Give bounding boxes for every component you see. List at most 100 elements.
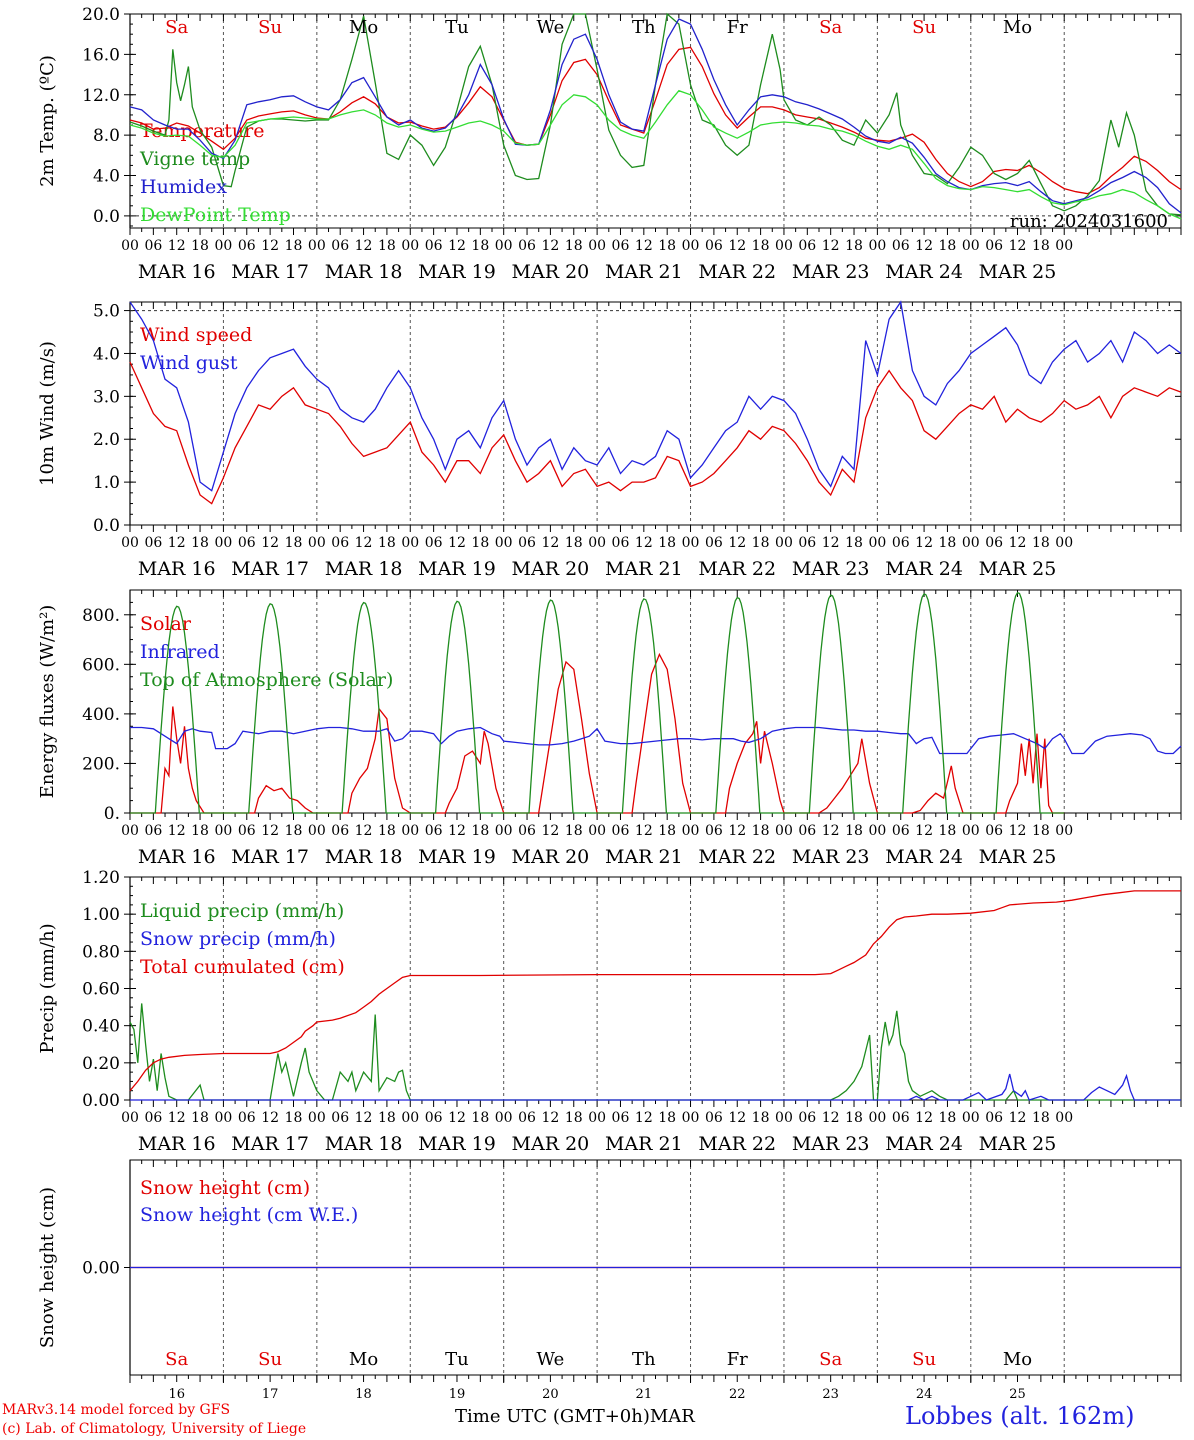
weekday-label: Sa [819,1349,842,1370]
hour-label: 18 [191,823,209,839]
hour-label: 12 [355,238,373,254]
hour-label: 18 [285,823,303,839]
hour-label: 00 [962,238,980,254]
hour-label: 00 [962,535,980,551]
date-label: MAR 19 [418,846,496,868]
hour-label: 00 [401,823,419,839]
y-tick-label: 5.0 [93,302,120,322]
hour-label: 12 [915,1110,933,1126]
y-tick-label: 0.80 [82,942,120,962]
hour-label: 12 [168,823,186,839]
time-axis-label: Time UTC (GMT+0h)MAR [455,1406,695,1427]
date-label: MAR 21 [605,261,683,283]
hour-label: 00 [868,1110,886,1126]
hour-label: 12 [822,535,840,551]
date-label: MAR 25 [979,846,1057,868]
legend-entry: DewPoint Temp [140,204,291,226]
date-label: MAR 25 [979,558,1057,580]
hour-label: 06 [892,535,910,551]
hour-label: 06 [612,238,630,254]
weekday-label: Fr [727,17,748,38]
hour-label: 18 [939,823,957,839]
hour-label: 12 [448,823,466,839]
y-tick-label: 200. [82,754,120,774]
hour-label: 12 [355,535,373,551]
hour-label: 18 [285,535,303,551]
date-label: MAR 24 [885,1133,963,1155]
date-label: MAR 17 [231,846,309,868]
hour-label: 06 [612,823,630,839]
y-axis-label: Precip (mm/h) [37,923,58,1053]
hour-label: 00 [588,238,606,254]
hour-label: 18 [845,535,863,551]
hour-label: 00 [1055,1110,1073,1126]
weekday-label: We [537,1349,565,1370]
hour-label: 18 [191,535,209,551]
hour-label: 12 [728,823,746,839]
hour-label: 18 [285,238,303,254]
hour-label: 12 [728,238,746,254]
month-label: MAR [649,1406,695,1427]
date-label: MAR 22 [698,846,776,868]
hour-label: 12 [448,535,466,551]
date-label: MAR 16 [138,846,216,868]
date-number: 21 [636,1387,653,1402]
hour-label: 00 [1055,823,1073,839]
hour-label: 12 [541,238,559,254]
weekday-label: Sa [165,1349,188,1370]
hour-label: 00 [868,535,886,551]
hour-label: 12 [355,1110,373,1126]
hour-label: 00 [588,823,606,839]
hour-label: 00 [1055,535,1073,551]
date-label: MAR 21 [605,558,683,580]
legend-entry: Wind speed [140,324,252,346]
y-tick-label: 20.0 [82,5,120,25]
date-label: MAR 20 [512,558,590,580]
y-tick-label: 1.0 [93,473,120,493]
hour-label: 12 [822,1110,840,1126]
y-tick-label: 0.0 [93,516,120,536]
hour-label: 12 [915,238,933,254]
weekday-label: Su [258,1349,282,1370]
hour-label: 00 [495,238,513,254]
hour-label: 00 [775,238,793,254]
hour-label: 12 [168,1110,186,1126]
weekday-label: Mo [349,17,378,38]
legend-entry: Solar [140,613,192,635]
hour-label: 12 [635,238,653,254]
hour-label: 18 [378,823,396,839]
hour-label: 06 [425,1110,443,1126]
hour-label: 00 [401,535,419,551]
weekday-label: Fr [727,1349,748,1370]
hour-label: 06 [798,238,816,254]
hour-label: 06 [238,1110,256,1126]
series-line-humidex [129,18,1182,214]
date-number: 20 [542,1387,559,1402]
hour-label: 06 [892,238,910,254]
hour-label: 12 [635,535,653,551]
hour-label: 12 [1009,1110,1027,1126]
weekday-label: Tu [445,1349,469,1370]
hour-label: 06 [705,1110,723,1126]
date-number: 19 [449,1387,466,1402]
weekday-label: Mo [1003,17,1032,38]
date-label: MAR 25 [979,261,1057,283]
hour-label: 00 [121,1110,139,1126]
y-tick-label: 4.0 [93,167,120,187]
hour-label: 18 [191,238,209,254]
weekday-label: Th [632,17,656,38]
weekday-label: Tu [445,17,469,38]
hour-label: 18 [1032,535,1050,551]
hour-label: 06 [705,823,723,839]
hour-label: 18 [752,1110,770,1126]
hour-label: 00 [962,823,980,839]
hour-label: 06 [238,238,256,254]
hour-label: 12 [635,1110,653,1126]
legend-entry: Total cumulated (cm) [140,956,345,978]
y-tick-label: 400. [82,705,120,725]
hour-label: 00 [682,1110,700,1126]
series-line-temperature [129,46,1182,195]
hour-label: 06 [518,823,536,839]
y-tick-label: 4.0 [93,344,120,364]
